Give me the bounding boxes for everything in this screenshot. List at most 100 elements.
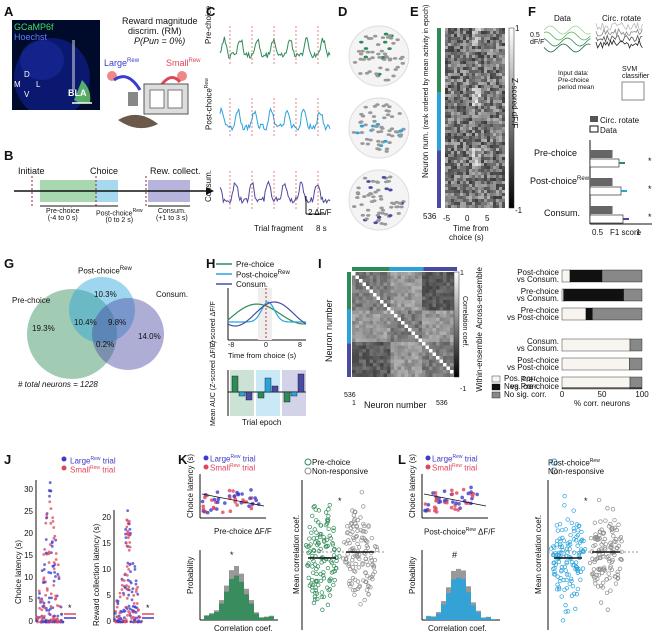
corr-cell <box>373 338 377 342</box>
corr-cell <box>359 300 363 304</box>
k-legend-nonresp: Non-responsive <box>312 467 369 476</box>
bar-data-1 <box>589 186 622 196</box>
corr-cell <box>355 352 359 356</box>
sw-point <box>557 521 563 527</box>
corr-cell <box>376 345 380 349</box>
cell-map-panel <box>345 18 413 238</box>
heat-cell <box>487 40 490 43</box>
heat-cell <box>496 91 499 94</box>
corr-cell <box>429 272 433 276</box>
corr-cell <box>401 307 405 311</box>
j-point <box>128 545 132 549</box>
corr-cell <box>359 272 363 276</box>
cell <box>388 175 393 179</box>
heat-cell <box>466 124 469 127</box>
corr-cell <box>425 321 429 325</box>
heat-cell <box>478 190 481 193</box>
cell <box>379 49 385 53</box>
heat-cell <box>502 106 505 109</box>
sw-point <box>561 538 567 543</box>
heat-cell <box>466 82 469 85</box>
corr-cell <box>369 366 373 370</box>
heat-cell <box>469 79 472 82</box>
heat-cell <box>478 196 481 199</box>
corr-cell <box>359 275 363 279</box>
corr-cell <box>397 328 401 332</box>
sw-point <box>332 546 337 552</box>
heat-cell <box>484 148 487 151</box>
heat-cell <box>463 88 466 91</box>
corr-cell <box>373 321 377 325</box>
heat-cell <box>463 106 466 109</box>
sw-point <box>612 517 617 523</box>
corr-cell <box>401 303 405 307</box>
heat-cell <box>490 112 493 115</box>
corr-cell <box>355 331 359 335</box>
heat-cell <box>472 43 475 46</box>
corr-cell <box>383 303 387 307</box>
corr-cell <box>390 300 394 304</box>
heat-cell <box>457 139 460 142</box>
j-point <box>48 494 51 498</box>
corr-cell <box>380 352 384 356</box>
heat-cell <box>499 85 502 88</box>
j-point <box>127 593 131 597</box>
heat-cell <box>484 67 487 70</box>
corr-cell <box>359 296 363 300</box>
corr-cell <box>432 331 436 335</box>
heat-cell <box>490 115 493 118</box>
corr-cell <box>411 373 415 377</box>
cell <box>381 104 386 108</box>
heat-cell <box>454 109 457 112</box>
heat-cell <box>469 46 472 49</box>
j-ytick2-2: 10 <box>102 565 111 574</box>
corr-cell <box>366 370 370 374</box>
ib-legend-swatch-0 <box>491 375 501 383</box>
corr-cell <box>450 349 454 353</box>
sw-point <box>345 530 350 535</box>
j-point <box>40 608 44 612</box>
corr-cell <box>422 293 426 297</box>
heat-cell <box>466 196 469 199</box>
corr-cell <box>397 345 401 349</box>
corr-cell <box>383 345 387 349</box>
heat-cell <box>499 55 502 58</box>
heat-cell <box>445 178 448 181</box>
k-ylabel-sw: Mean correlation coef. <box>292 514 301 594</box>
heat-cell <box>463 136 466 139</box>
heat-cell <box>460 94 463 97</box>
corr-cell <box>390 321 394 325</box>
heat-cell <box>475 61 478 64</box>
j-point <box>132 601 136 605</box>
heat-cell <box>481 121 484 124</box>
sw-point <box>323 544 328 549</box>
corr-cell <box>369 352 373 356</box>
bar-label-1-2: vs Consum. <box>517 294 559 303</box>
sw-point <box>359 490 364 495</box>
corr-cell <box>369 324 373 328</box>
heat-cell <box>499 181 502 184</box>
heat-cell <box>445 148 448 151</box>
corr-cell <box>373 328 377 332</box>
heat-cell <box>484 145 487 148</box>
sw-point <box>571 528 577 534</box>
heat-cell <box>481 37 484 40</box>
heat-cell <box>502 61 505 64</box>
heat-cell <box>502 157 505 160</box>
j-point <box>118 595 122 599</box>
heat-cell <box>475 103 478 106</box>
heat-cell <box>445 52 448 55</box>
corr-cell <box>380 310 384 314</box>
sw-point <box>327 533 332 538</box>
corr-cell <box>450 279 454 283</box>
corr-cell <box>376 370 380 374</box>
heat-cell <box>469 196 472 199</box>
sw-point <box>329 570 335 575</box>
corr-cell <box>394 307 398 311</box>
sw-point <box>613 539 618 544</box>
heat-cell <box>490 61 493 64</box>
corr-cell <box>422 345 426 349</box>
heat-cell <box>496 184 499 187</box>
heat-cell <box>472 70 475 73</box>
corr-cell <box>450 321 454 325</box>
